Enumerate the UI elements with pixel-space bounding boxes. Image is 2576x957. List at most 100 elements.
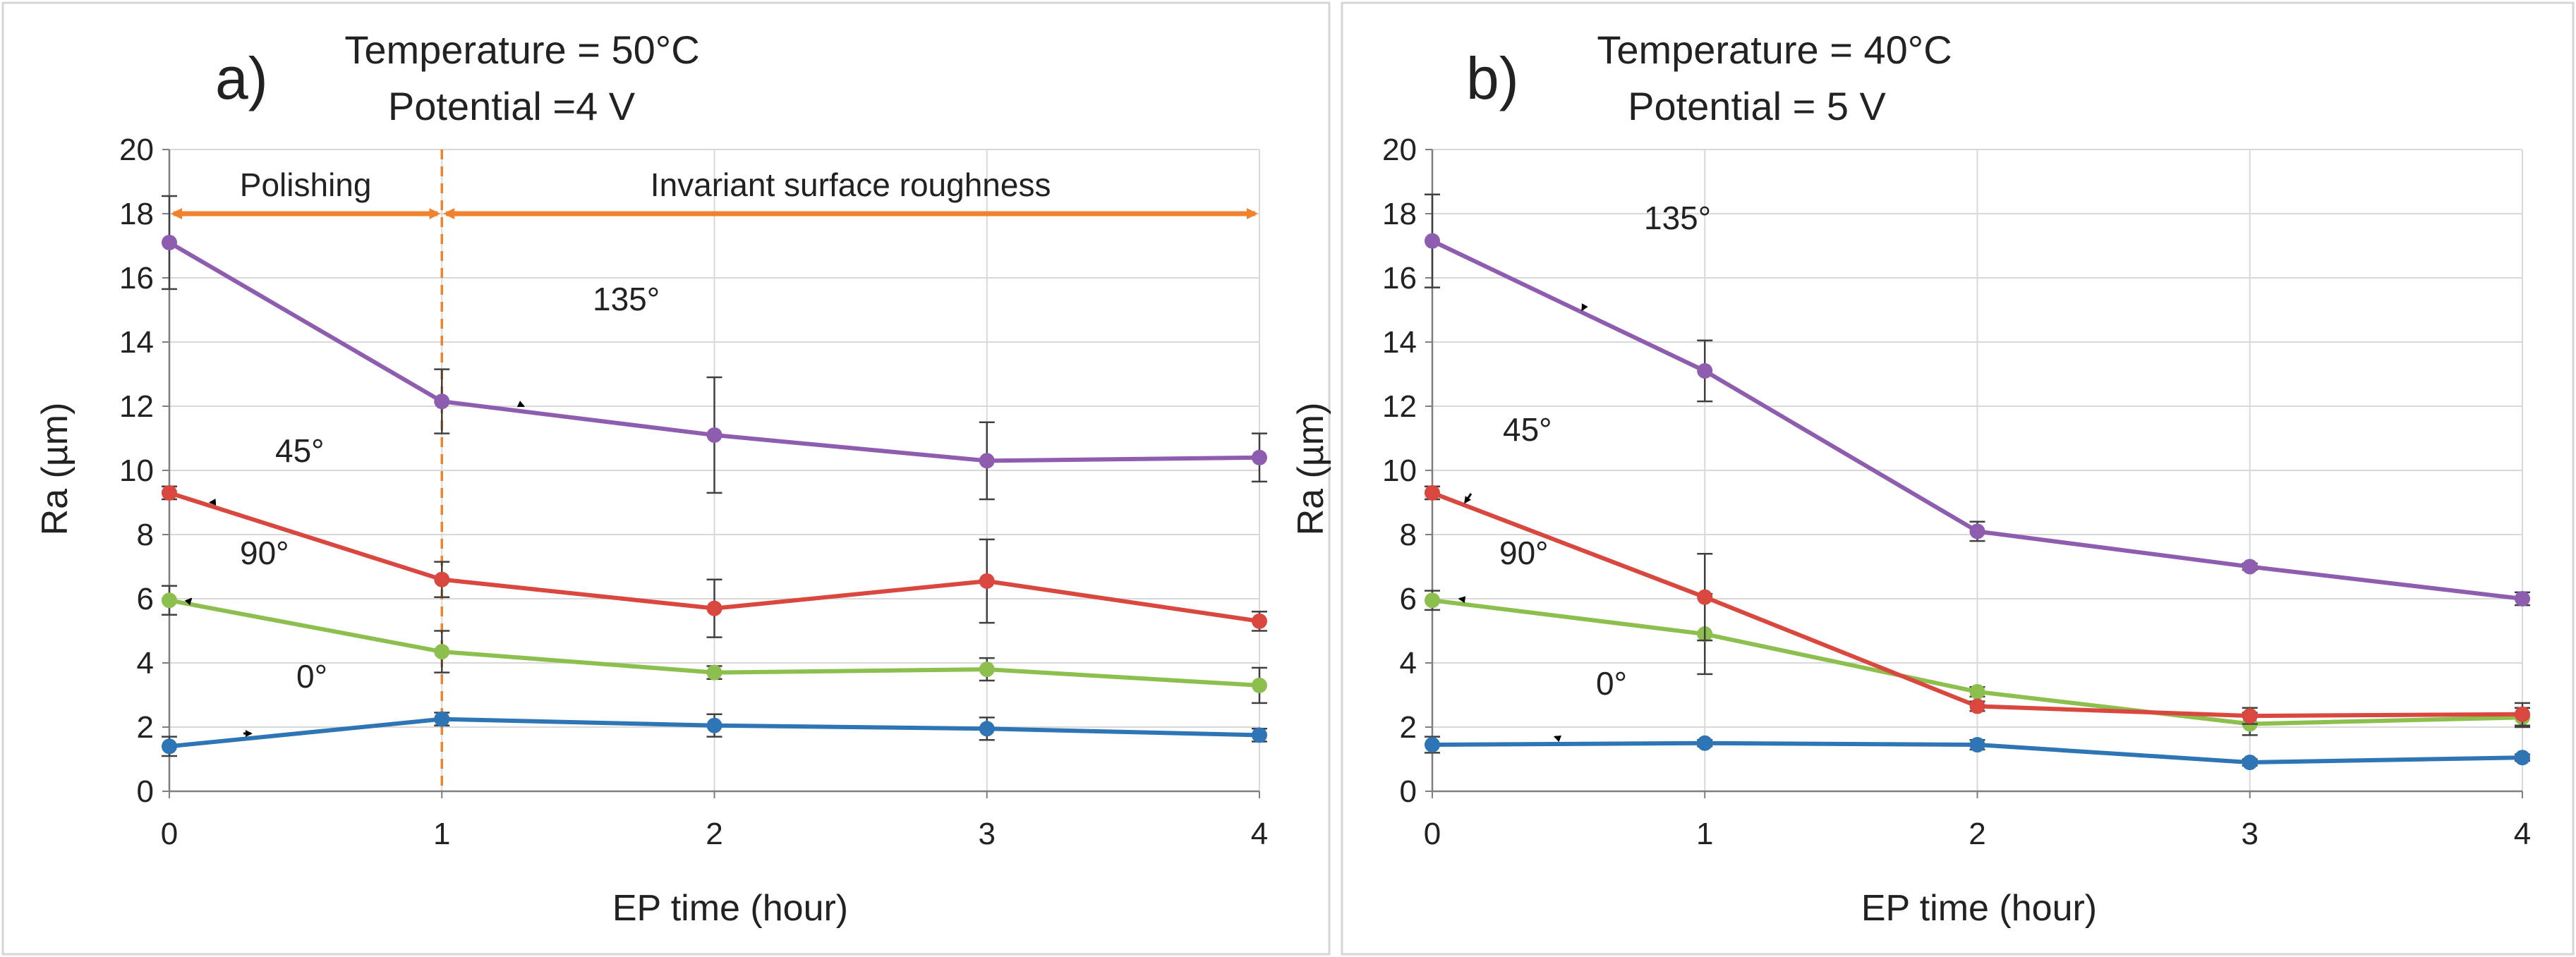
data-point xyxy=(2515,591,2530,606)
data-point xyxy=(2242,559,2258,575)
data-point xyxy=(1697,362,1713,379)
data-point xyxy=(1252,727,1267,743)
panel-a-regions: Polishing Invariant surface roughness xyxy=(171,150,1258,791)
x-tick-label: 4 xyxy=(2514,817,2531,851)
data-point xyxy=(1425,484,1440,501)
panel-b-temperature: Temperature = 40°C xyxy=(1597,28,1952,72)
panel-a-x-ticks: 0 1 2 3 4 xyxy=(161,817,1268,851)
data-point xyxy=(1252,613,1267,629)
panel-a-axes xyxy=(162,149,1260,798)
panel-b-label: b) xyxy=(1466,45,1519,111)
data-point xyxy=(1697,735,1713,751)
annotation-label: 135° xyxy=(1644,200,1711,236)
annotation-label: 90° xyxy=(240,535,289,571)
data-point xyxy=(1425,737,1440,753)
data-point xyxy=(434,394,450,410)
data-point xyxy=(1425,233,1440,249)
y-tick-label: 20 xyxy=(1382,133,1417,167)
annotation-arrow xyxy=(1581,303,1588,312)
data-point xyxy=(1425,592,1440,609)
panel-a-frame xyxy=(1,1,1331,956)
data-point xyxy=(979,573,995,589)
data-point xyxy=(2515,706,2530,722)
x-tick-label: 0 xyxy=(1424,817,1441,851)
data-point xyxy=(1252,449,1267,465)
data-point xyxy=(979,721,995,737)
y-tick-label: 18 xyxy=(119,197,154,231)
y-tick-label: 8 xyxy=(1400,518,1417,552)
y-tick-label: 10 xyxy=(1382,453,1417,488)
annotation-label: 0° xyxy=(1596,665,1627,702)
panel-b-x-axis-label: EP time (hour) xyxy=(1861,888,2097,929)
annotation-label: 45° xyxy=(1503,411,1552,448)
data-point xyxy=(1969,698,1985,714)
panel-b-grid xyxy=(1432,149,2523,791)
y-tick-label: 10 xyxy=(119,453,154,488)
panel-a-y-ticks: 0 2 4 6 8 10 12 14 16 18 20 xyxy=(119,133,154,809)
region-label: Polishing xyxy=(240,166,372,203)
panel-a-series xyxy=(162,195,1267,757)
region-label: Invariant surface roughness xyxy=(651,166,1051,203)
panel-b-y-ticks: 0 2 4 6 8 10 12 14 16 18 20 xyxy=(1382,133,1417,809)
y-tick-label: 12 xyxy=(119,389,154,424)
panel-b-series xyxy=(1425,193,2530,771)
data-point xyxy=(1252,677,1267,693)
x-tick-label: 3 xyxy=(2242,817,2258,851)
y-tick-label: 2 xyxy=(1400,710,1417,745)
data-point xyxy=(1969,683,1985,700)
data-point xyxy=(1969,737,1985,753)
annotation-label: 45° xyxy=(275,432,325,469)
panel-a-temperature: Temperature = 50°C xyxy=(344,28,699,72)
data-point xyxy=(162,484,177,501)
annotation-arrow xyxy=(208,498,217,506)
panel-b-frame xyxy=(1341,1,2575,956)
y-tick-label: 8 xyxy=(137,518,154,552)
y-tick-label: 0 xyxy=(137,774,154,809)
data-point xyxy=(706,717,722,733)
y-tick-label: 2 xyxy=(137,710,154,745)
y-tick-label: 18 xyxy=(1382,197,1417,231)
y-tick-label: 12 xyxy=(1382,389,1417,424)
panel-a-y-axis-label: Ra (µm) xyxy=(35,403,75,536)
data-point xyxy=(2242,708,2258,724)
x-tick-label: 2 xyxy=(706,817,722,851)
panel-a-potential: Potential =4 V xyxy=(388,84,636,128)
annotation-label: 135° xyxy=(593,281,660,317)
panel-b-annotations: 135° 45° 90° 0° xyxy=(1458,200,1711,743)
panel-a: a) Temperature = 50°C Potential =4 V 0 2 4… xyxy=(1,1,1331,956)
panel-a-label: a) xyxy=(215,45,268,111)
x-tick-label: 2 xyxy=(1969,817,1985,851)
annotation-label: 90° xyxy=(1499,535,1549,571)
panel-a-x-axis-label: EP time (hour) xyxy=(612,888,848,929)
annotation-label: 0° xyxy=(296,658,327,695)
data-point xyxy=(706,664,722,681)
data-point xyxy=(2515,750,2530,766)
x-tick-label: 1 xyxy=(1696,817,1713,851)
panel-b-potential: Potential = 5 V xyxy=(1628,84,1886,128)
y-tick-label: 20 xyxy=(119,133,154,167)
data-point xyxy=(162,738,177,755)
y-tick-label: 4 xyxy=(1400,646,1417,681)
y-tick-label: 16 xyxy=(1382,261,1417,295)
y-tick-label: 16 xyxy=(119,261,154,295)
y-tick-label: 14 xyxy=(119,325,154,360)
data-point xyxy=(1697,589,1713,605)
x-tick-label: 1 xyxy=(433,817,450,851)
panel-a-annotations: 135° 45° 90° 0° xyxy=(184,281,660,738)
data-point xyxy=(162,234,177,250)
data-point xyxy=(2242,755,2258,771)
data-point xyxy=(706,600,722,616)
y-tick-label: 0 xyxy=(1400,774,1417,809)
x-tick-label: 3 xyxy=(979,817,996,851)
x-tick-label: 4 xyxy=(1251,817,1268,851)
annotation-arrow xyxy=(1464,493,1473,504)
y-tick-label: 4 xyxy=(137,646,154,681)
panel-b: b) Temperature = 40°C Potential = 5 V 0 2… xyxy=(1290,1,2575,956)
data-point xyxy=(1969,523,1985,540)
data-point xyxy=(979,662,995,678)
data-point xyxy=(162,592,177,609)
data-point xyxy=(434,711,450,727)
y-tick-label: 14 xyxy=(1382,325,1417,360)
data-point xyxy=(434,644,450,660)
